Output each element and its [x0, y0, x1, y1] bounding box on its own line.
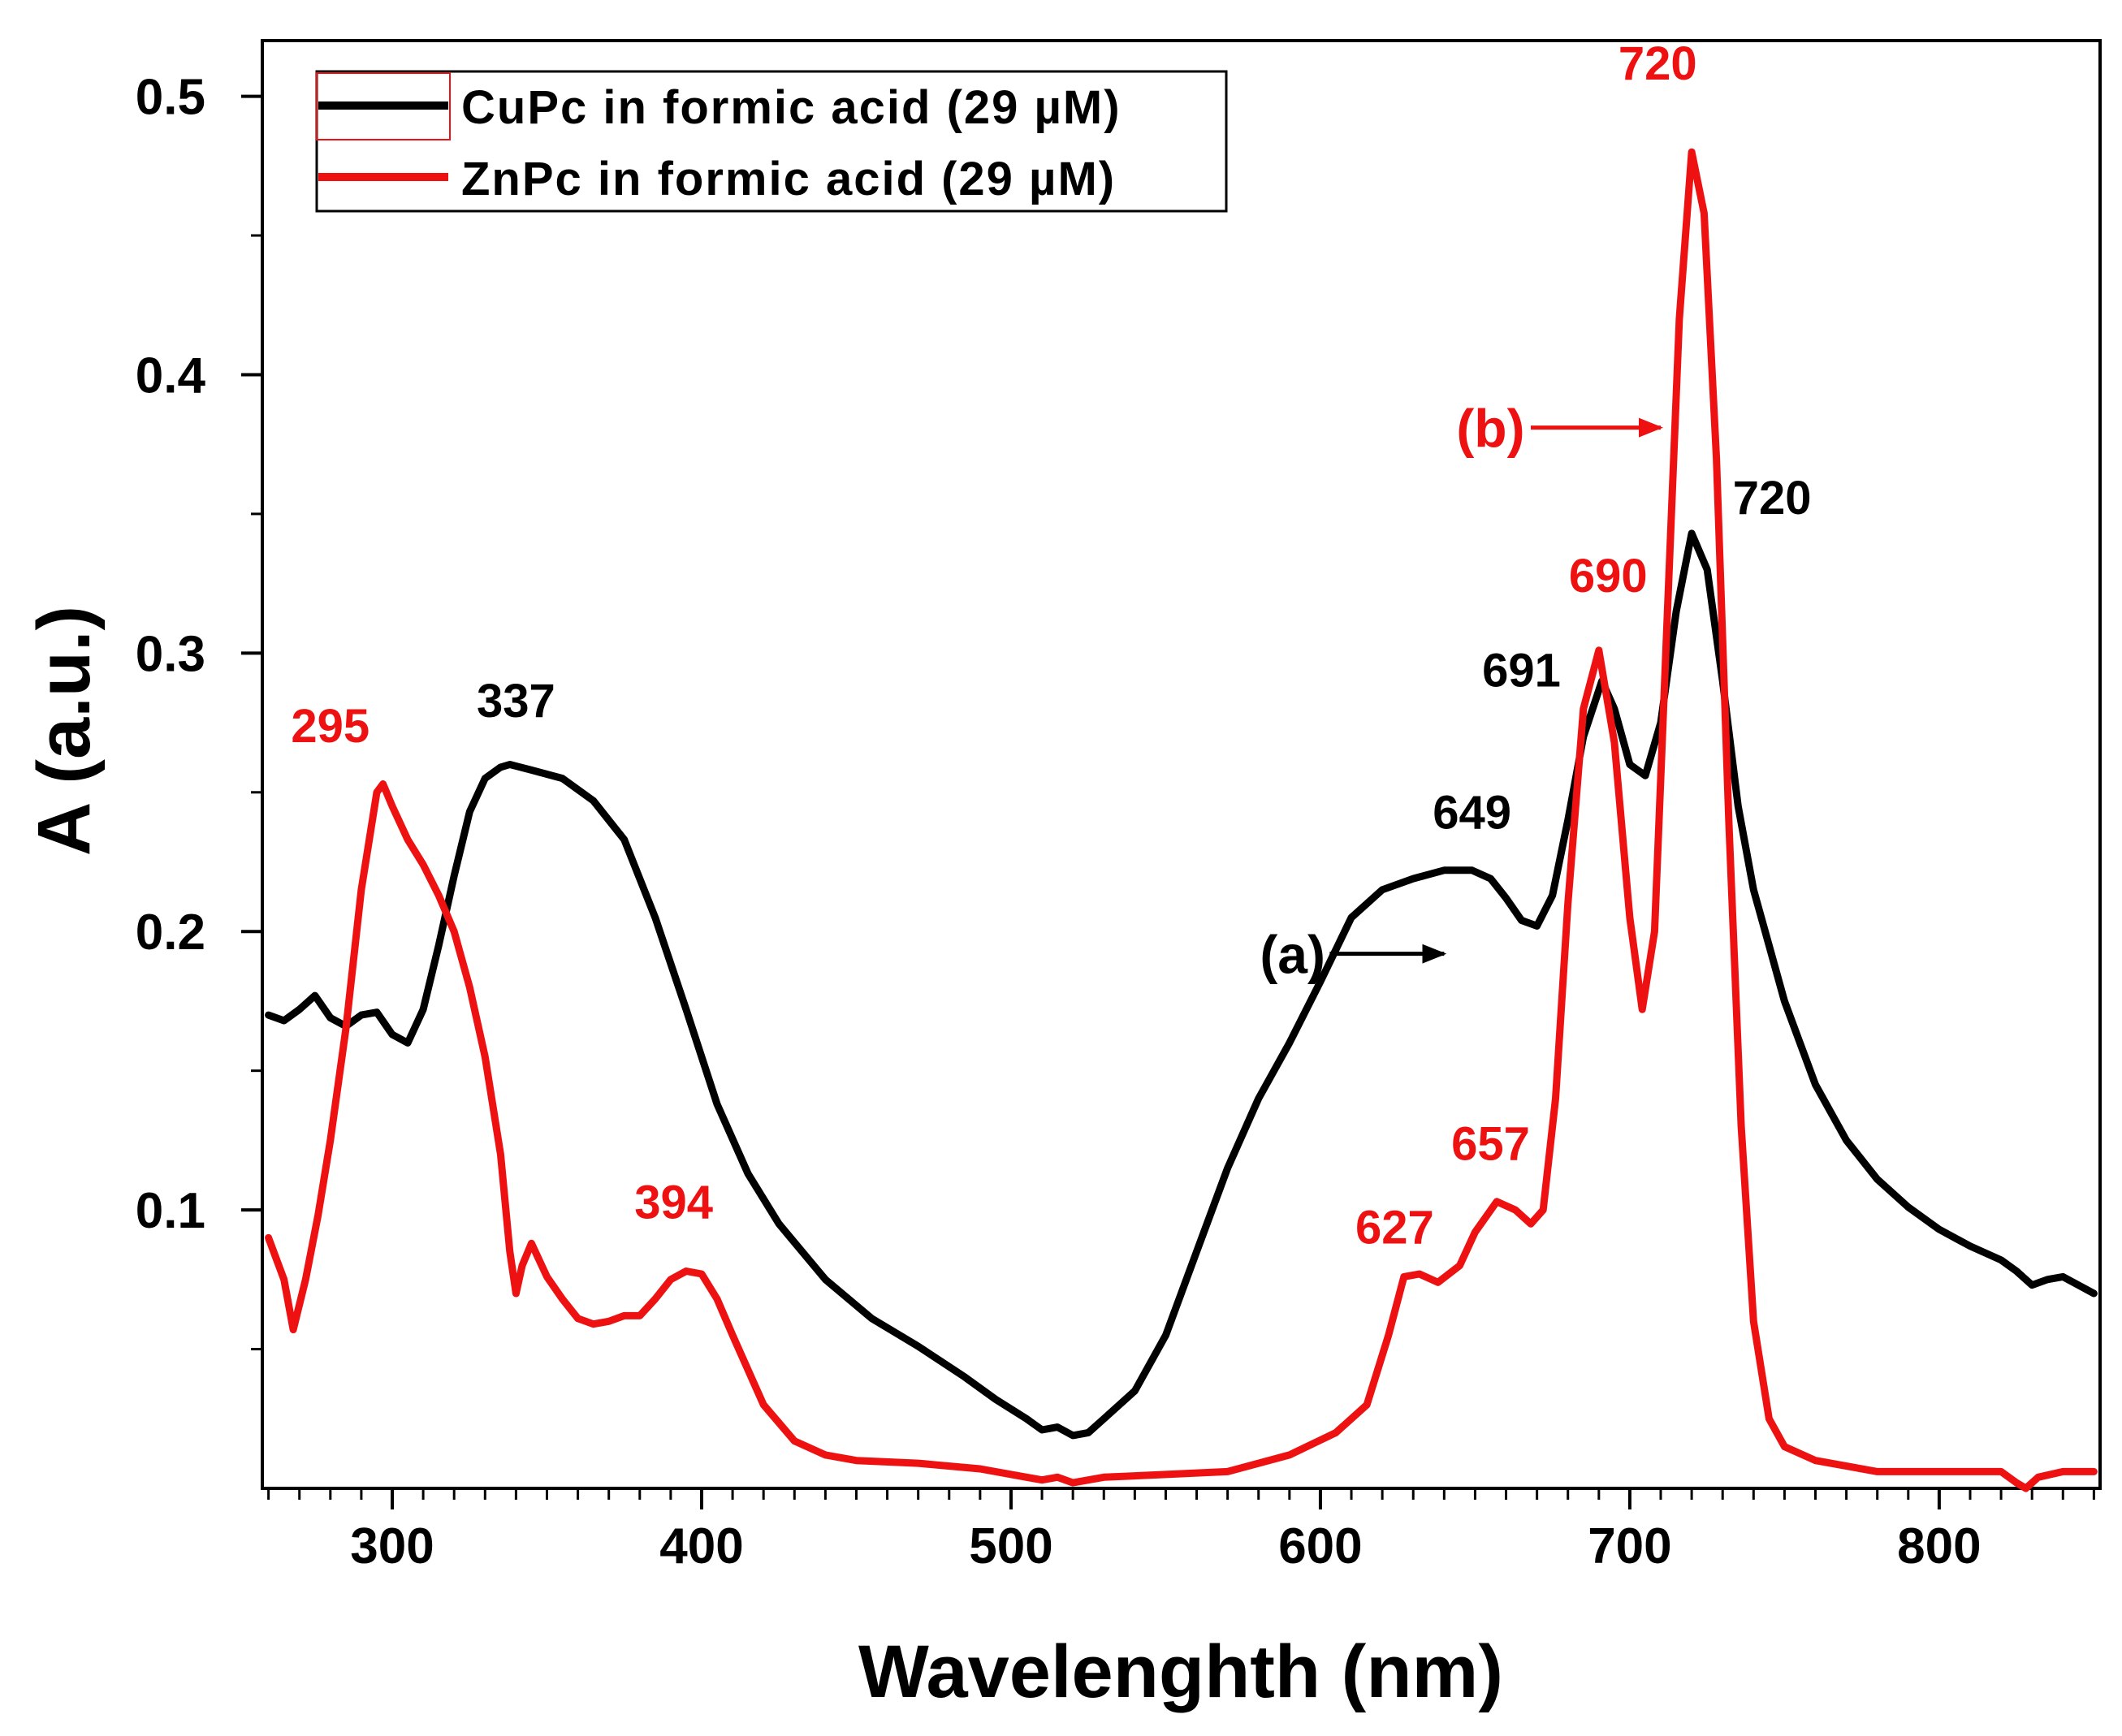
x-tick-label: 700 — [1588, 1518, 1671, 1574]
y-tick-label: 0.5 — [136, 70, 205, 126]
x-tick-label: 400 — [659, 1518, 743, 1574]
znpc-spectrum-line — [265, 148, 2098, 1492]
series-marker-label: (b) — [1456, 399, 1524, 459]
legend: CuPc in formic acid (29 µM) ZnPc in form… — [315, 70, 1228, 213]
series-marker-label: (a) — [1260, 925, 1325, 985]
axis-ticks: 300 400 500 600 700 800 0.1 0.2 0.3 0.4 0.5 — [136, 70, 2095, 1574]
x-tick-label: 800 — [1897, 1518, 1981, 1574]
peak-label: 394 — [634, 1176, 713, 1229]
peak-label: 720 — [1619, 37, 1697, 90]
cupc-spectrum-line — [265, 529, 2098, 1440]
peak-label: 627 — [1355, 1201, 1434, 1254]
peak-label: 295 — [291, 700, 370, 753]
legend-label-znpc: ZnPc in formic acid (29 µM) — [461, 153, 1116, 205]
y-tick-label: 0.3 — [136, 626, 205, 682]
legend-label-cupc: CuPc in formic acid (29 µM) — [461, 81, 1122, 134]
peak-label: 649 — [1433, 786, 1511, 839]
x-axis-title: Wavelenghth (nm) — [858, 1630, 1503, 1713]
x-tick-label: 500 — [969, 1518, 1052, 1574]
data-series — [265, 148, 2098, 1492]
peak-label: 657 — [1451, 1117, 1530, 1170]
peak-label: 337 — [477, 675, 555, 728]
y-tick-label: 0.1 — [136, 1183, 205, 1239]
legend-box — [315, 70, 1228, 213]
peak-label: 690 — [1569, 550, 1648, 602]
y-axis-title: A (a.u.) — [23, 606, 106, 856]
plot-frame — [261, 39, 2102, 1490]
peak-label: 720 — [1733, 472, 1812, 525]
legend-swatch-frame — [316, 72, 451, 140]
y-tick-label: 0.4 — [136, 348, 206, 404]
y-tick-label: 0.2 — [136, 905, 205, 961]
x-tick-label: 600 — [1278, 1518, 1362, 1574]
peak-label: 691 — [1482, 644, 1561, 697]
x-tick-label: 300 — [350, 1518, 434, 1574]
